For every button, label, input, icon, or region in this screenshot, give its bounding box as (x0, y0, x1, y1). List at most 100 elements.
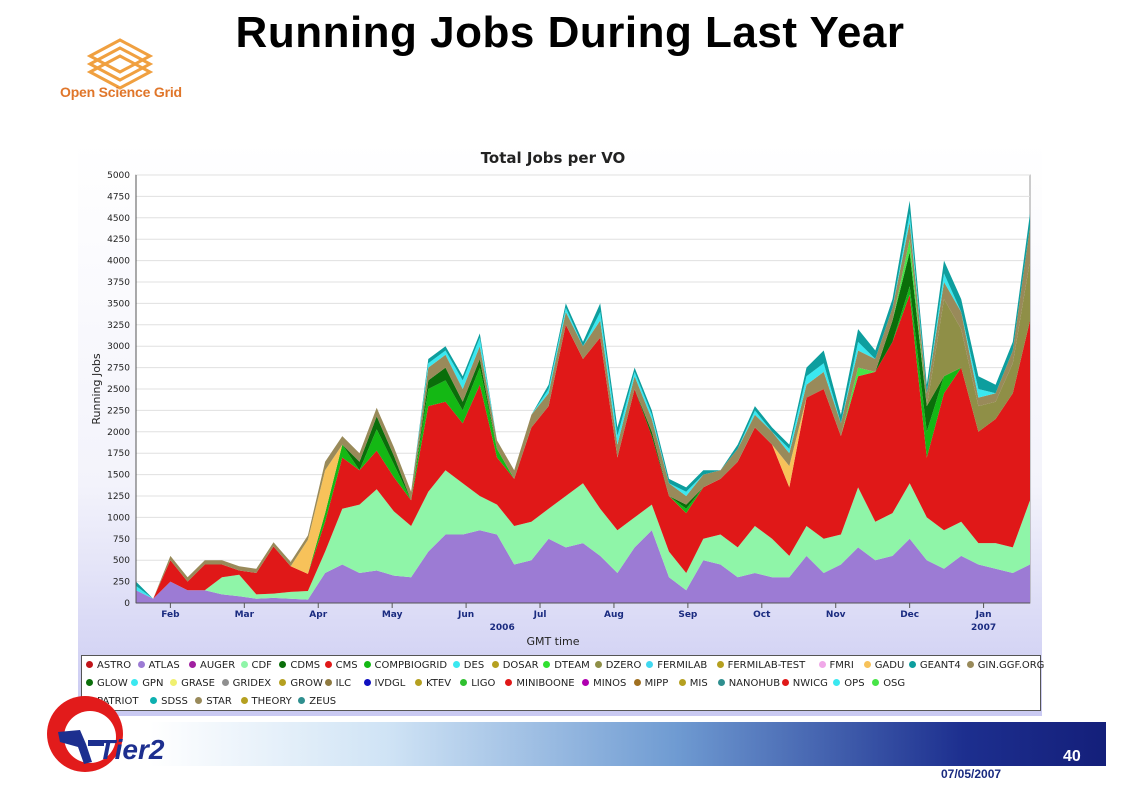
y-tick-label: 750 (113, 535, 130, 545)
legend-label: GPN (142, 678, 164, 689)
legend-item: COMPBIOGRID (363, 660, 447, 672)
legend-label: ATLAS (148, 660, 180, 671)
page-number: 40 (1063, 748, 1081, 765)
legend-label: MIS (689, 678, 708, 689)
legend-label: OPS (844, 678, 865, 689)
legend-item: MINIBOONE (505, 678, 575, 690)
legend-item: NWICG (781, 678, 828, 690)
legend-item: OSG (872, 678, 905, 690)
legend-label: AUGER (200, 660, 236, 671)
legend-item: GEANT4 (908, 660, 961, 672)
y-tick-label: 2500 (107, 385, 130, 395)
area-series-cdf (136, 470, 1030, 600)
osg-logo-text: Open Science Grid (60, 84, 182, 100)
legend-label: GIN.GGF.ORG (977, 660, 1045, 671)
y-tick-label: 4250 (107, 235, 130, 245)
x-tick-label: Jul (533, 610, 547, 620)
legend-label: DES (463, 660, 485, 671)
y-tick-label: 2000 (107, 428, 130, 438)
legend-item: CDMS (279, 660, 320, 672)
legend-item: GRIDEX (221, 678, 271, 690)
legend-label: FMRI (829, 660, 854, 671)
tier2-logo-icon (47, 696, 123, 772)
y-tick-label: 1250 (107, 492, 130, 502)
legend-swatch (781, 679, 789, 686)
legend-swatch (863, 661, 871, 668)
legend-swatch (594, 661, 602, 668)
legend-swatch (221, 679, 229, 686)
legend-item: STAR (195, 696, 232, 708)
legend-item: MIPP (633, 678, 669, 690)
legend-swatch (195, 697, 203, 704)
legend-swatch (633, 679, 641, 686)
legend-swatch (491, 661, 499, 668)
legend-item: GADU (863, 660, 904, 672)
legend-swatch (189, 661, 196, 668)
y-tick-label: 2250 (107, 406, 130, 416)
legend-item: ASTRO (86, 660, 131, 672)
y-tick-label: 250 (113, 578, 130, 588)
legend-label: ASTRO (97, 660, 132, 671)
legend-item: GROW (279, 678, 323, 690)
open-science-grid-logo-icon (86, 38, 154, 90)
legend-item: THEORY (240, 696, 292, 708)
legend-swatch (324, 679, 332, 686)
slide-title: Running Jobs During Last Year (235, 8, 905, 57)
stacked-area-chart: Total Jobs per VO 0 250 500 750 1000 1250 1500 1… (90, 149, 1031, 648)
legend-label: IVDGL (374, 678, 406, 689)
legend-label: LIGO (471, 678, 496, 689)
legend-label: NWICG (792, 678, 828, 689)
y-tick-label: 1750 (107, 449, 130, 459)
legend-label: THEORY (251, 696, 292, 707)
y-tick-label: 500 (113, 556, 130, 566)
legend-swatch (582, 679, 590, 686)
legend-item: GRASE (170, 678, 215, 690)
legend-label: CDF (251, 660, 272, 671)
legend-item: FERMILAB-TEST (716, 660, 805, 672)
y-tick-label: 5000 (107, 171, 130, 181)
legend-swatch (150, 697, 158, 704)
legend-label: FERMILAB (657, 660, 708, 671)
legend-swatch (872, 679, 880, 686)
legend-swatch (646, 661, 654, 668)
y-tick-label: 4500 (107, 214, 130, 224)
x-tick-label: Sep (678, 610, 698, 620)
legend-label: ILC (335, 678, 352, 689)
legend-swatch (966, 661, 974, 668)
x-year-label: 2006 (490, 623, 515, 633)
legend-label: MIPP (644, 678, 669, 689)
legend-swatch (908, 661, 916, 668)
legend-swatch (505, 679, 513, 686)
tier2-logo-text: Tier2 (98, 734, 165, 765)
legend-label: GEANT4 (919, 660, 961, 671)
x-tick-label: Jun (457, 610, 474, 620)
legend-item: ATLAS (137, 660, 180, 672)
legend-item: MIS (678, 678, 708, 690)
legend-swatch (818, 661, 826, 668)
legend-swatch (86, 679, 93, 686)
legend-label: DOSAR (502, 660, 539, 671)
legend-item: DZERO (594, 660, 641, 672)
legend-label: NANOHUB (728, 678, 781, 689)
legend-item: FERMILAB (646, 660, 707, 672)
y-tick-label: 2750 (107, 364, 130, 374)
legend-swatch (415, 679, 422, 686)
x-tick-label: Feb (161, 610, 180, 620)
y-axis-label: Running Jobs (90, 353, 103, 425)
legend-item: ZEUS (298, 696, 336, 708)
legend-label: STAR (206, 696, 232, 707)
legend-item: GPN (131, 678, 163, 690)
y-tick-label: 1500 (107, 471, 130, 481)
legend-swatch (131, 679, 139, 686)
legend-swatch (460, 679, 468, 686)
legend-item: AUGER (189, 660, 235, 672)
footer-band (150, 722, 1106, 766)
legend-swatch (279, 679, 287, 686)
legend-item: CMS (324, 660, 358, 672)
y-tick-label: 4750 (107, 192, 130, 202)
y-tick-label: 3500 (107, 299, 130, 309)
legend-item: FMRI (818, 660, 854, 672)
legend-label: CMS (335, 660, 358, 671)
legend-label: GROW (290, 678, 323, 689)
legend-item: ILC (324, 678, 352, 690)
